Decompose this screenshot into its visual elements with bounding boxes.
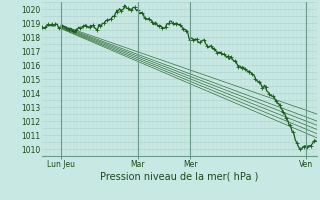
X-axis label: Pression niveau de la mer( hPa ): Pression niveau de la mer( hPa ) — [100, 172, 258, 182]
